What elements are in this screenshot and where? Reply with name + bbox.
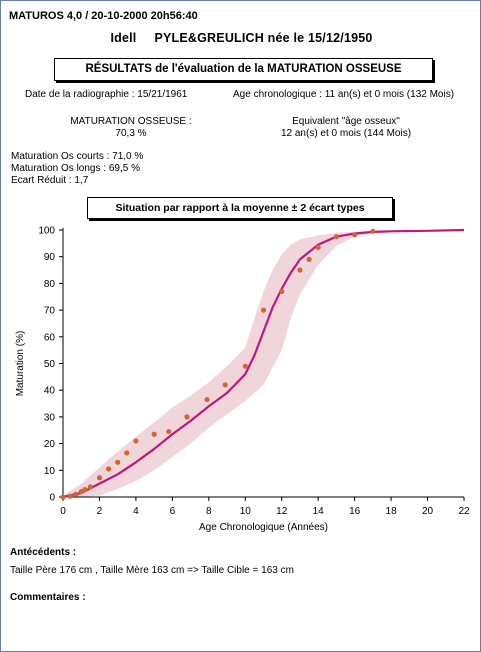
x-tick-label: 22 (458, 506, 470, 517)
y-tick-label: 70 (44, 306, 56, 317)
data-point (184, 414, 190, 420)
situation-title: Situation par rapport à la moyenne ± 2 é… (87, 197, 393, 219)
x-tick-label: 6 (170, 506, 176, 517)
stat-reduced-deviation: Ecart Réduit : 1,7 (11, 175, 89, 186)
x-axis-label: Age Chronologique (Années) (199, 522, 328, 533)
chronological-age: Age chronologique : 11 an(s) et 0 mois (… (233, 89, 455, 100)
patient-name-birth: PYLE&GREULICH née le 15/12/1950 (154, 31, 373, 45)
data-point (315, 244, 321, 250)
data-point (105, 466, 112, 472)
x-tick-label: 14 (313, 506, 325, 517)
report-title: RÉSULTATS de l'évaluation de la MATURATI… (54, 58, 433, 81)
data-point (115, 459, 121, 465)
data-point (60, 494, 66, 500)
y-tick-label: 0 (49, 493, 55, 504)
software-header: MATUROS 4,0 / 20-10-2000 20h56:40 (9, 10, 198, 22)
data-point (242, 363, 248, 369)
patient-line: Idell PYLE&GREULICH née le 15/12/1950 (1, 31, 481, 45)
data-point (352, 232, 358, 238)
data-point (151, 431, 157, 437)
data-point (133, 438, 139, 444)
y-tick-label: 60 (44, 332, 56, 343)
y-tick-label: 10 (44, 466, 56, 477)
x-tick-label: 12 (276, 506, 288, 517)
data-point (82, 486, 88, 493)
data-point (222, 382, 228, 388)
y-tick-label: 40 (44, 386, 56, 397)
y-tick-label: 80 (44, 279, 56, 290)
x-tick-label: 4 (133, 506, 139, 517)
y-axis-label: Maturation (%) (15, 331, 26, 397)
comments-title: Commentaires : (10, 592, 86, 603)
maturation-chart: 0 10 20 30 40 50 60 70 80 90 100 0 2 4 6 8 10 12 14 16 18 20 2… (15, 226, 470, 534)
data-point (260, 307, 267, 313)
data-point (67, 493, 73, 499)
bone-age-value: 12 an(s) et 0 mois (144 Mois) (280, 128, 412, 139)
y-tick-label: 50 (44, 359, 56, 370)
confidence-band (63, 230, 464, 497)
x-tick-label: 16 (349, 506, 361, 517)
x-tick-label: 20 (422, 506, 434, 517)
stat-short-bones: Maturation Os courts : 71,0 % (11, 151, 144, 162)
data-point (297, 267, 303, 273)
radiograph-date: Date de la radiographie : 15/21/1961 (25, 89, 188, 100)
x-tick-label: 2 (97, 506, 103, 517)
bone-age-label: Equivalent "âge osseux" (292, 116, 400, 127)
y-tick-label: 20 (44, 439, 56, 450)
antecedents-text: Taille Père 176 cm , Taille Mère 163 cm … (10, 565, 294, 576)
mean-curve (62, 228, 465, 499)
data-point (306, 256, 312, 262)
data-point (333, 234, 340, 240)
maturation-label: MATURATION OSSEUSE : (70, 116, 192, 127)
patient-first-name: Idell (110, 31, 137, 45)
x-tick-label: 8 (206, 506, 212, 517)
data-point (166, 428, 172, 435)
x-tick-label: 10 (240, 506, 252, 517)
data-point (124, 450, 130, 456)
data-point (279, 288, 285, 295)
data-point (204, 396, 210, 403)
x-tick-label: 0 (60, 506, 66, 517)
data-point (96, 475, 103, 481)
x-tick-label: 18 (386, 506, 398, 517)
data-point (73, 491, 79, 497)
y-tick-label: 90 (44, 252, 56, 263)
data-point (87, 484, 93, 490)
antecedents-title: Antécédents : (10, 547, 77, 558)
data-point (370, 228, 376, 234)
y-tick-label: 30 (44, 412, 56, 423)
y-tick-label: 100 (38, 226, 55, 237)
maturation-value: 70,3 % (115, 128, 147, 139)
stat-long-bones: Maturation Os longs : 69,5 % (11, 163, 140, 174)
